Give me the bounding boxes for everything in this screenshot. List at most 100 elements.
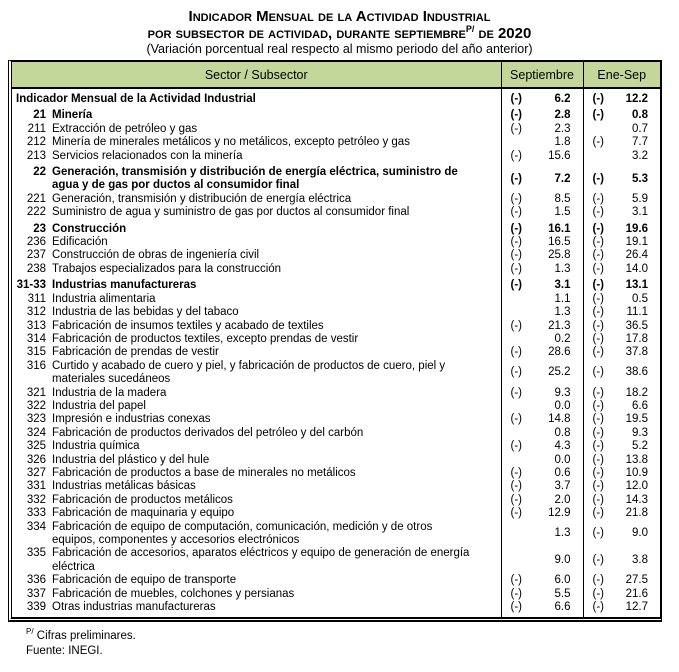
septiembre-value: 0.0 [500, 453, 583, 467]
sector-name: Fabricación de insumos textiles y acabad… [52, 319, 324, 332]
sector-code: 315 [26, 346, 46, 359]
negative-sign: (-) [592, 236, 605, 249]
sector-name-line2: agua y de gas por ductos al consumidor f… [52, 179, 300, 192]
sector-code: 324 [26, 426, 46, 439]
sector-code: 212 [26, 136, 46, 149]
septiembre-value: (-) 6.6 [500, 601, 583, 618]
negative-sign: (-) [592, 319, 605, 332]
table-header-row: Sector / Subsector Septiembre Ene-Sep [12, 62, 660, 89]
value-number: 0.0 [554, 453, 571, 466]
value-number: 27.5 [625, 574, 648, 587]
ene-sep-value: 0.7 [582, 122, 660, 137]
sector-name: Industria alimentaria [52, 292, 156, 305]
septiembre-value: 9.0 [500, 547, 583, 575]
value-number: 1.3 [554, 262, 571, 275]
septiembre-value: (-) 3.1 [500, 276, 583, 293]
value-number: 21.6 [625, 587, 648, 600]
table-row: 212 Minería de minerales metálicos y no … [12, 136, 660, 150]
indicator-table-frame: Sector / Subsector Septiembre Ene-Sep In… [8, 60, 662, 623]
sector-name: Fabricación de equipo de transporte [52, 574, 237, 587]
sector-name: Fabricación de equipo de computación, co… [52, 521, 501, 548]
value-number: 14.8 [548, 413, 571, 426]
sector-code: 237 [26, 249, 46, 262]
septiembre-value: 0.0 [500, 399, 583, 414]
negative-sign: (-) [592, 453, 605, 466]
ene-sep-value: (-) 37.8 [582, 346, 660, 360]
sector-code: 22 [33, 166, 46, 179]
value-number: 15.6 [548, 149, 571, 162]
negative-sign: (-) [510, 279, 523, 292]
sector-code: 314 [26, 332, 46, 345]
value-number: 1.1 [554, 292, 571, 305]
ene-sep-value: (-) 18.2 [582, 386, 660, 400]
title-line-2-suffix: de 2020 [474, 25, 532, 42]
sector-code: 331 [26, 480, 46, 493]
sector-code: 31-33 [16, 279, 46, 292]
value-number: 25.8 [548, 249, 571, 262]
value-number: 0.2 [554, 332, 571, 345]
negative-sign: (-) [510, 440, 523, 453]
table-row: 23 Construcción (-) 16.1 (-) 19.6 [12, 219, 660, 237]
ene-sep-value: 3.2 [582, 149, 660, 164]
value-number: 19.5 [625, 413, 648, 426]
value-number: 1.8 [554, 136, 571, 149]
value-number: 0.0 [554, 399, 571, 412]
preliminary-superscript: P/ [26, 627, 34, 637]
table-row: 337 Fabricación de muebles, colchones y … [12, 587, 660, 602]
value-number: 8.5 [554, 192, 571, 205]
ene-sep-value: (-) 13.1 [582, 276, 660, 293]
septiembre-value: (-) 2.8 [500, 106, 583, 123]
value-number: 9.0 [632, 527, 648, 540]
value-number: 1.3 [554, 306, 571, 319]
sector-name: Fabricación de maquinaria y equipo [52, 507, 235, 520]
ene-sep-value: (-) 5.2 [582, 440, 660, 454]
table-row: 332 Fabricación de productos metálicos (… [12, 493, 660, 508]
sector-name: Industria de la madera [52, 386, 167, 399]
table-body: Indicador Mensual de la Actividad Indust… [12, 88, 660, 618]
negative-sign: (-) [510, 386, 523, 399]
septiembre-value: (-) 15.6 [500, 149, 583, 164]
ene-sep-value: (-) 19.6 [582, 219, 660, 237]
ene-sep-value: (-) 0.5 [582, 292, 660, 307]
table-row: 315 Fabricación de prendas de vestir (-)… [12, 346, 660, 360]
value-number: 16.5 [548, 236, 571, 249]
septiembre-value: (-) 0.6 [500, 466, 583, 481]
negative-sign: (-) [510, 149, 523, 162]
table-row: 323 Impresión e industrias conexas (-) 14… [12, 413, 660, 427]
septiembre-value: (-) 3.7 [500, 480, 583, 494]
negative-sign: (-) [592, 222, 605, 235]
sector-name: Industria del plástico y del hule [52, 453, 210, 466]
table-row: 314 Fabricación de productos textiles, e… [12, 332, 660, 347]
ene-sep-value: (-) 26.4 [582, 249, 660, 263]
sector-code: 339 [26, 601, 46, 614]
value-number: 3.7 [554, 480, 571, 493]
preliminary-superscript: P/ [465, 24, 475, 34]
title-line-1-text: Indicador Mensual de la Actividad Indust… [188, 8, 491, 25]
ene-sep-value: (-) 14.0 [582, 262, 660, 277]
title-block: Indicador Mensual de la Actividad Indust… [0, 8, 679, 57]
value-number: 13.8 [625, 453, 648, 466]
negative-sign: (-) [592, 332, 605, 345]
negative-sign: (-) [592, 346, 605, 359]
negative-sign: (-) [592, 366, 605, 379]
negative-sign: (-) [510, 319, 523, 332]
negative-sign: (-) [592, 292, 605, 305]
sector-code: 326 [26, 453, 46, 466]
negative-sign: (-) [592, 480, 605, 493]
negative-sign: (-) [592, 249, 605, 262]
value-number: 11.1 [626, 306, 648, 319]
table-row: 313 Fabricación de insumos textiles y ac… [12, 319, 660, 333]
value-number: 5.5 [554, 587, 571, 600]
sector-name: Industria del papel [52, 399, 146, 412]
negative-sign: (-) [592, 262, 605, 275]
sector-name: Industria de las bebidas y del tabaco [52, 306, 239, 319]
value-number: 9.0 [554, 554, 571, 567]
sector-code: 321 [26, 386, 46, 399]
septiembre-value: (-) 7.2 [500, 163, 583, 193]
sector-name: Fabricación de productos metálicos [52, 493, 233, 506]
table-row: 326 Industria del plástico y del hule 0.… [12, 453, 660, 467]
ene-sep-value: (-) 38.6 [582, 359, 660, 387]
value-number: 0.5 [632, 292, 648, 305]
table-row: 335 Fabricación de accesorios, aparatos … [12, 547, 660, 575]
table-row: 327 Fabricación de productos a base de m… [12, 466, 660, 481]
